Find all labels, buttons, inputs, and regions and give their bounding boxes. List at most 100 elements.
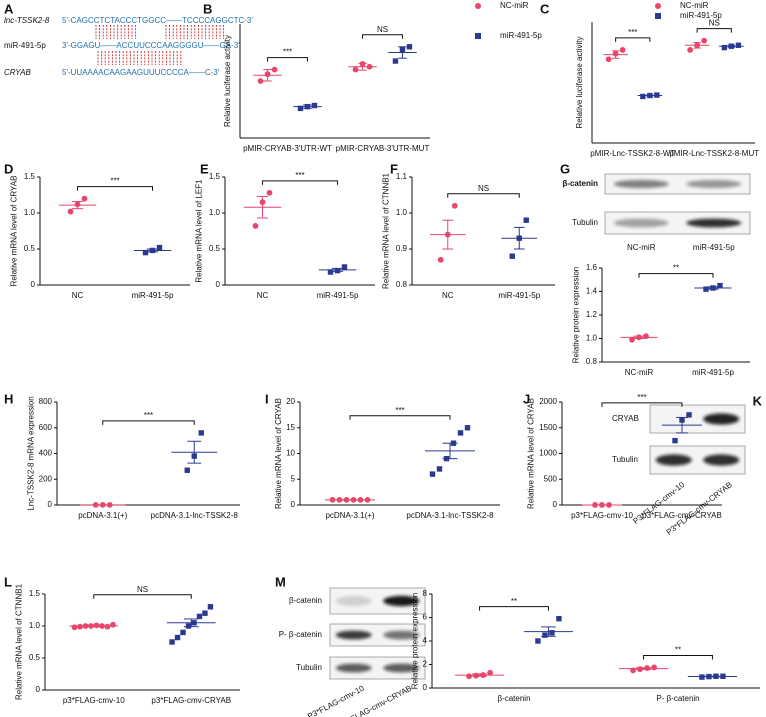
- panel-letter: M: [275, 574, 286, 589]
- significance-bracket: [447, 193, 520, 198]
- x-tick-label: p3*FLAG-cmv-CRYAB: [642, 511, 722, 520]
- panel-letter: J: [523, 391, 530, 406]
- point: [352, 66, 359, 73]
- x-tick-label: miR-491-5p: [498, 291, 540, 300]
- blot-row-label: Tubulin: [572, 218, 598, 227]
- x-tick-label: NC-miR: [625, 368, 654, 377]
- y-tick-label: 0: [216, 280, 221, 289]
- legend-marker: [475, 33, 481, 39]
- y-tick-label: 600: [39, 423, 53, 432]
- legend-marker: [475, 3, 481, 9]
- x-tick-label: p3*FLAG-cmv-CRYAB: [151, 696, 231, 705]
- y-tick-label: 4: [423, 636, 428, 645]
- base-pairs: [95, 25, 225, 65]
- y-tick-label: 1.1: [396, 172, 408, 181]
- significance-label: ***: [295, 171, 304, 180]
- blot-band: [655, 454, 692, 466]
- point: [104, 623, 111, 630]
- y-tick-label: 1.5: [209, 172, 221, 181]
- point: [297, 105, 304, 112]
- panel-letter: D: [4, 161, 13, 176]
- point: [464, 425, 471, 431]
- significance-label: ***: [283, 48, 292, 57]
- significance-bracket: [643, 654, 713, 660]
- y-axis-label: Relative mRNA level of CTNNB1: [381, 172, 390, 289]
- significance-label: NS: [478, 184, 489, 193]
- blot-lane-label: miR-491-5p: [693, 243, 735, 252]
- y-tick-label: 0.8: [586, 357, 598, 366]
- x-tick-label: pMIR-CRYAB-3'UTR-MUT: [336, 144, 430, 153]
- y-axis-label: Relative mRNA level of CTNNB1: [14, 583, 23, 700]
- point: [81, 195, 88, 202]
- point: [523, 217, 529, 223]
- point: [535, 638, 541, 644]
- point: [703, 286, 709, 292]
- point: [629, 336, 635, 343]
- significance-bracket: [93, 594, 192, 599]
- y-tick-label: 1.0: [24, 208, 36, 217]
- blot-band: [686, 218, 742, 228]
- point: [686, 412, 692, 418]
- y-tick-label: 10: [286, 449, 295, 458]
- point: [619, 47, 626, 53]
- y-tick-label: 1.2: [586, 310, 598, 319]
- point: [699, 674, 705, 680]
- x-tick-label: pcDNA-3.1(+): [78, 511, 127, 520]
- point: [457, 430, 464, 436]
- point: [436, 466, 443, 472]
- y-axis-label: Relative luciferase activity: [575, 36, 584, 128]
- point: [437, 256, 444, 263]
- y-tick-label: 0.8: [396, 280, 408, 289]
- y-axis-label: Relative mRNA level of CRYAB: [274, 398, 283, 509]
- y-tick-label: 0: [423, 683, 428, 692]
- legend-label: miR-491-5p: [680, 11, 722, 20]
- y-tick-label: 0.5: [209, 244, 221, 253]
- blot-band: [703, 454, 740, 466]
- point: [185, 623, 192, 629]
- x-tick-label: miR-491-5p: [132, 291, 174, 300]
- significance-bracket: [102, 420, 195, 425]
- blot-band: [613, 180, 669, 188]
- blot-frame: [604, 173, 751, 195]
- blot-row-label: P- β-catenin: [279, 630, 322, 639]
- y-tick-label: 1.5: [24, 172, 36, 181]
- point: [169, 639, 175, 645]
- x-tick-label: NC: [442, 291, 454, 300]
- blot-band: [613, 218, 669, 228]
- blot-frame: [329, 623, 426, 647]
- x-tick-label: β-catenin: [497, 694, 530, 703]
- point: [252, 223, 259, 229]
- sequence-name: lnc-TSSK2-8: [4, 16, 50, 25]
- x-tick-label: pMIR-CRYAB-3'UTR-WT: [243, 144, 332, 153]
- y-axis-label: Relative luciferase activity: [223, 35, 232, 127]
- panel-letter: G: [560, 161, 570, 176]
- y-axis-label: Lnc-TSSK2-8 mRNA expression: [26, 396, 35, 510]
- significance-bracket: [601, 402, 683, 407]
- y-tick-label: 20: [286, 397, 295, 406]
- blot-band: [703, 413, 740, 425]
- y-tick-label: 0: [291, 500, 296, 509]
- significance-label: NS: [377, 25, 388, 34]
- point: [687, 47, 694, 53]
- significance-bracket: [696, 28, 732, 33]
- significance-label: ***: [637, 393, 646, 402]
- panel-letter: B: [203, 1, 212, 16]
- significance-label: **: [673, 264, 679, 273]
- sequence-name: miR-491-5p: [4, 41, 46, 50]
- y-tick-label: 800: [39, 397, 53, 406]
- legend-label: miR-491-5p: [500, 31, 542, 40]
- y-tick-label: 1.4: [586, 287, 598, 296]
- point: [640, 93, 646, 100]
- y-tick-label: 2000: [539, 397, 557, 406]
- point: [110, 621, 116, 628]
- point: [509, 253, 515, 259]
- blot-frame: [604, 211, 751, 235]
- point: [651, 664, 657, 671]
- blot-row-label: β-catenin: [289, 596, 322, 605]
- significance-label: **: [675, 646, 681, 655]
- point: [466, 673, 472, 680]
- panel-letter: H: [4, 391, 13, 406]
- point: [556, 615, 562, 622]
- blot-lane-label: NC-miR: [627, 243, 656, 252]
